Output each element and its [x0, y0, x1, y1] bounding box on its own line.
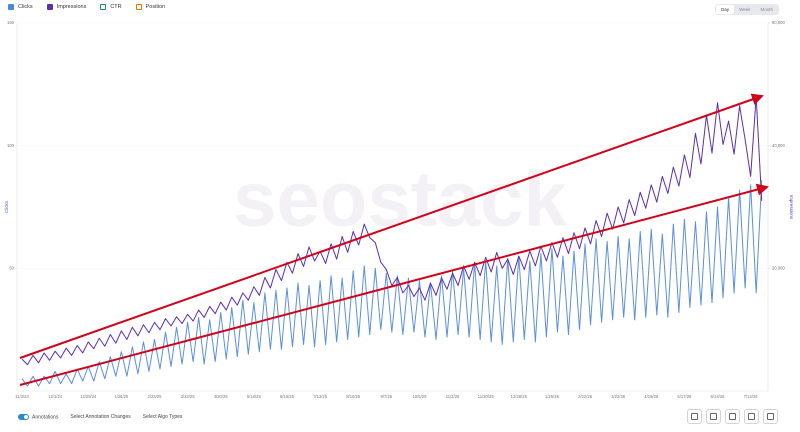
legend-item[interactable]: CTR: [100, 4, 122, 10]
y2-tick-label: 20,000: [772, 265, 785, 270]
x-tick-label: 2/22/26: [578, 394, 593, 399]
x-tick-label: 12/1/24: [48, 394, 63, 399]
x-tick-label: 5/18/25: [247, 394, 262, 399]
period-button[interactable]: Day: [716, 5, 735, 14]
x-tick-label: 12/28/25: [511, 394, 528, 399]
legend-checkbox[interactable]: [46, 4, 53, 10]
x-tick-label: 1/25/26: [545, 394, 560, 399]
legend-checkbox[interactable]: [135, 4, 142, 10]
control-label[interactable]: Annotations: [32, 414, 59, 421]
legend-label[interactable]: Impressions: [56, 4, 87, 10]
legend-checkbox[interactable]: [8, 4, 14, 10]
x-tick-label: 12/29/24: [80, 394, 97, 399]
tool-button[interactable]: [744, 409, 759, 424]
control[interactable]: Select Annotation Changes: [70, 414, 130, 420]
trend-arrow: [19, 93, 764, 359]
x-tick-label: 5/17/26: [677, 394, 692, 399]
watermark: seostack: [233, 155, 568, 243]
legend-label[interactable]: Clicks: [18, 4, 33, 10]
period-button[interactable]: Month: [760, 7, 773, 12]
period-button[interactable]: Week: [739, 7, 751, 12]
x-tick-label: 10/5/25: [412, 394, 427, 399]
x-tick-label: 3/23/25: [181, 394, 196, 399]
legend: Clicks Impressions CTR Position: [8, 4, 165, 10]
legend-label[interactable]: CTR: [110, 4, 122, 10]
y-tick-label: 50: [9, 265, 14, 270]
tool-button[interactable]: [725, 409, 740, 424]
x-tick-label: 11/3/24: [15, 394, 29, 399]
y-tick-label: 150: [7, 20, 15, 25]
legend-label[interactable]: Position: [145, 4, 166, 10]
y-axis-label: Clicks: [4, 200, 9, 213]
x-tick-label: 7/12/26: [744, 394, 759, 399]
annotation-controls: Annotations Select Annotation Changes Sele…: [18, 414, 182, 420]
trend-arrow: [19, 183, 769, 386]
legend-item[interactable]: Impressions: [46, 4, 87, 10]
x-tick-label: 11/30/25: [478, 394, 495, 399]
toggle-switch[interactable]: [18, 414, 29, 420]
tool-button[interactable]: [763, 409, 778, 424]
x-tick-label: 6/15/25: [280, 394, 295, 399]
x-tick-label: 3/22/26: [611, 394, 626, 399]
control-label[interactable]: Select Algo Types: [142, 414, 183, 421]
x-tick-label: 11/2/25: [446, 394, 460, 399]
toolbar: [687, 409, 778, 424]
x-tick-label: 6/14/26: [711, 394, 726, 399]
legend-item[interactable]: Clicks: [8, 4, 33, 10]
legend-checkbox[interactable]: [100, 4, 107, 10]
x-tick-label: 1/26/25: [114, 394, 129, 399]
control-label[interactable]: Select Annotation Changes: [70, 414, 131, 421]
tool-button[interactable]: [687, 409, 702, 424]
x-tick-label: 8/10/25: [346, 394, 361, 399]
y-tick-label: 100: [7, 143, 15, 148]
x-tick-label: 9/7/25: [380, 394, 392, 399]
y2-tick-label: 60,000: [772, 20, 785, 25]
y2-tick-label: 40,000: [772, 143, 785, 148]
legend-item[interactable]: Position: [135, 4, 166, 10]
x-tick-label: 2/23/25: [147, 394, 162, 399]
x-tick-label: 7/13/25: [313, 394, 328, 399]
y2-axis-label: Impressions: [789, 195, 794, 220]
period-toggle: Day Week Month: [715, 4, 779, 15]
x-tick-label: 4/20/25: [214, 394, 229, 399]
control[interactable]: Select Algo Types: [143, 414, 183, 420]
x-tick-label: 4/19/26: [644, 394, 659, 399]
tool-button[interactable]: [706, 409, 721, 424]
control[interactable]: Annotations: [18, 414, 58, 420]
